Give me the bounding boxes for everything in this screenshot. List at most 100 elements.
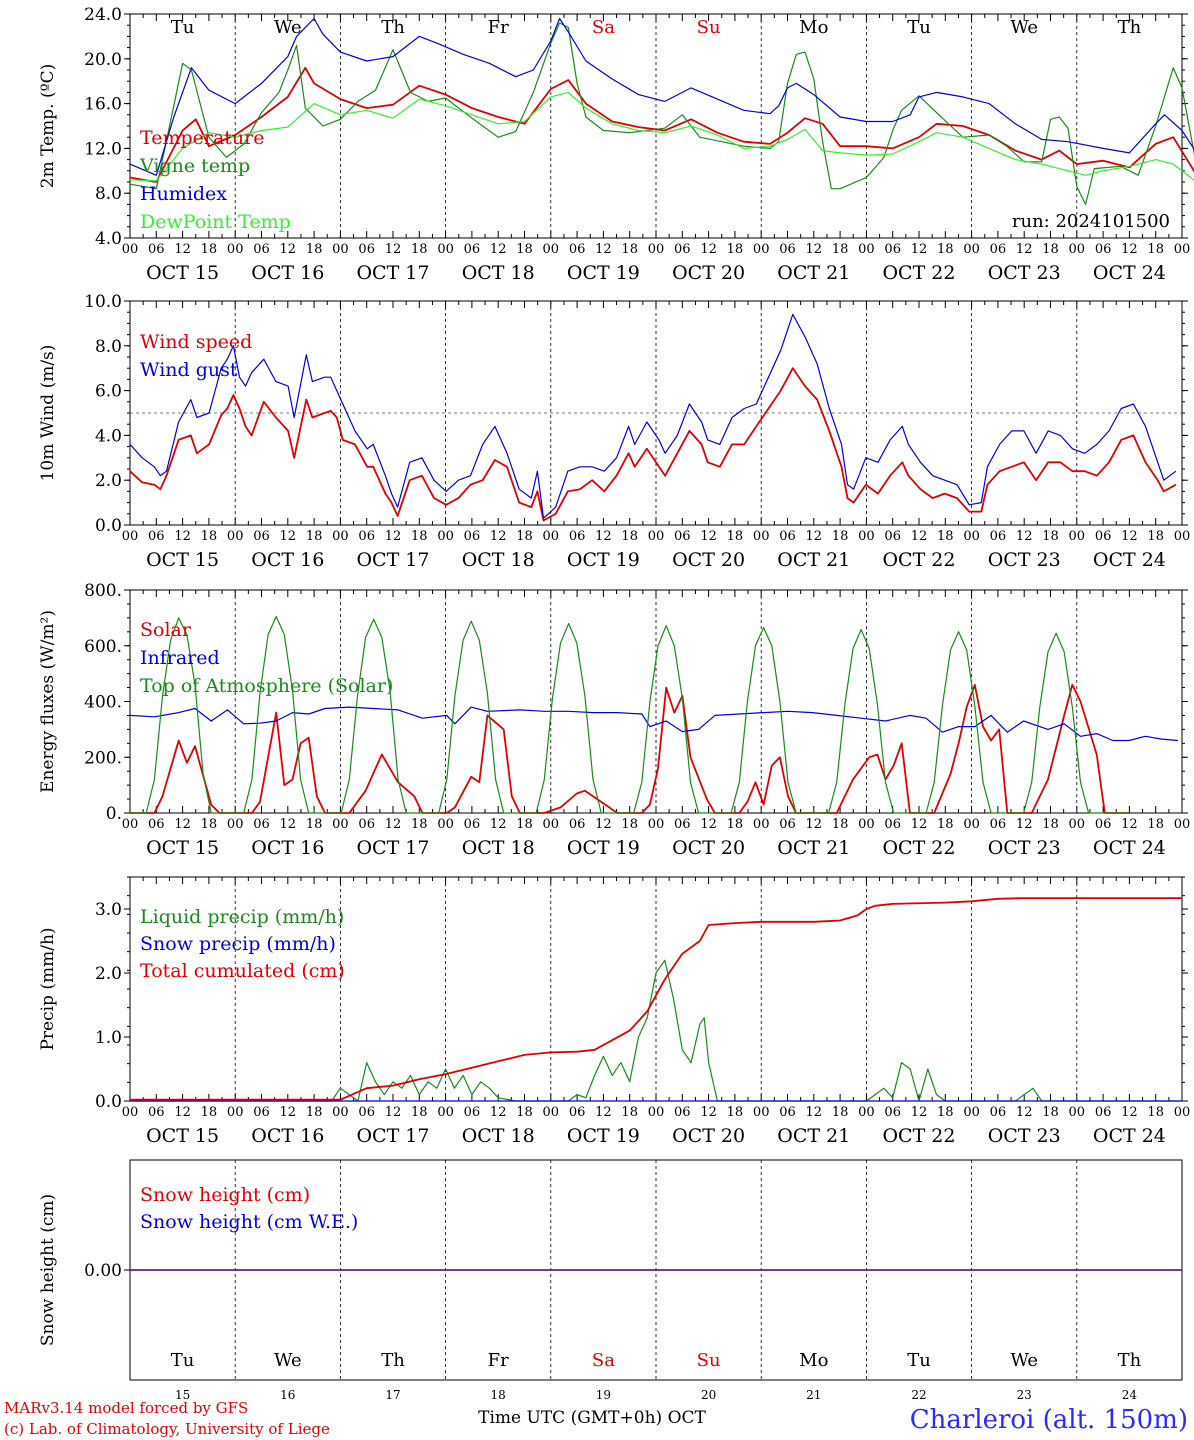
- hour-tick-label: 00: [543, 817, 560, 832]
- hour-tick-label: 12: [490, 1105, 507, 1120]
- day-number-label: 15: [175, 1388, 190, 1402]
- hour-tick-label: 12: [1121, 817, 1138, 832]
- day-number-label: 21: [806, 1388, 821, 1402]
- hour-tick-label: 18: [411, 1105, 428, 1120]
- date-label: OCT 17: [356, 549, 429, 571]
- hour-tick-label: 12: [174, 242, 191, 257]
- hour-tick-label: 00: [753, 529, 770, 544]
- lab-credit: (c) Lab. of Climatology, University of L…: [4, 1420, 330, 1438]
- legend-entry: Total cumulated (cm): [140, 960, 345, 982]
- hour-tick-label: 12: [595, 817, 612, 832]
- y-tick-label: 4.0: [95, 426, 122, 446]
- hour-tick-label: 06: [884, 1105, 901, 1120]
- y-tick-label: 0.: [106, 804, 122, 824]
- y-tick-label: 200.: [84, 748, 122, 768]
- hour-tick-label: 06: [884, 817, 901, 832]
- hour-tick-label: 12: [1016, 242, 1033, 257]
- day-number-label: 23: [1017, 1388, 1032, 1402]
- weekday-label: Fr: [488, 1350, 509, 1371]
- legend-entry: DewPoint Temp: [140, 211, 291, 233]
- hour-tick-label: 18: [727, 242, 744, 257]
- hour-tick-label: 06: [674, 1105, 691, 1120]
- hour-tick-label: 00: [437, 242, 454, 257]
- hour-tick-label: 06: [1095, 529, 1112, 544]
- y-tick-label: 0.00: [84, 1261, 122, 1281]
- legend-entry: Temperature: [140, 127, 264, 149]
- hour-tick-label: 06: [569, 817, 586, 832]
- y-axis-title: 10m Wind (m/s): [38, 345, 58, 482]
- date-label: OCT 22: [882, 1125, 955, 1147]
- weekday-label: We: [1010, 1350, 1038, 1371]
- hour-tick-label: 00: [227, 817, 244, 832]
- hour-tick-label: 12: [1121, 1105, 1138, 1120]
- hour-tick-label: 00: [122, 242, 139, 257]
- weekday-label: Th: [1118, 17, 1142, 38]
- hour-tick-label: 12: [1121, 529, 1138, 544]
- hour-tick-label: 06: [1095, 817, 1112, 832]
- y-tick-label: 3.0: [95, 900, 122, 920]
- hour-tick-label: 00: [332, 242, 349, 257]
- hour-tick-label: 06: [464, 1105, 481, 1120]
- hour-tick-label: 06: [779, 529, 796, 544]
- hour-tick-label: 12: [911, 529, 928, 544]
- hour-tick-label: 06: [990, 1105, 1007, 1120]
- time-axis-label: Time UTC (GMT+0h) OCT: [478, 1408, 706, 1428]
- hour-tick-label: 18: [621, 529, 638, 544]
- y-tick-label: 0.0: [95, 516, 122, 536]
- plot-frame: [129, 13, 1183, 239]
- date-label: OCT 24: [1093, 1125, 1166, 1147]
- weekday-label: Tu: [907, 1350, 931, 1371]
- hour-tick-label: 00: [332, 529, 349, 544]
- hour-tick-label: 00: [332, 1105, 349, 1120]
- y-tick-label: 4.0: [95, 229, 122, 249]
- hour-tick-label: 12: [385, 1105, 402, 1120]
- hour-tick-label: 18: [516, 1105, 533, 1120]
- hour-tick-label: 18: [621, 1105, 638, 1120]
- legend-entry: Top of Atmosphere (Solar): [140, 675, 393, 697]
- date-label: OCT 23: [988, 837, 1061, 859]
- date-label: OCT 15: [146, 262, 219, 284]
- hour-tick-label: 18: [1147, 817, 1164, 832]
- hour-tick-label: 18: [1042, 242, 1059, 257]
- hour-tick-label: 00: [1069, 242, 1086, 257]
- hour-tick-label: 12: [490, 242, 507, 257]
- hour-tick-label: 12: [490, 817, 507, 832]
- hour-tick-label: 00: [437, 1105, 454, 1120]
- date-label: OCT 16: [251, 262, 324, 284]
- hour-tick-label: 00: [1174, 817, 1191, 832]
- hour-tick-label: 00: [227, 529, 244, 544]
- hour-tick-label: 06: [884, 529, 901, 544]
- hour-tick-label: 00: [543, 1105, 560, 1120]
- hour-tick-label: 06: [990, 817, 1007, 832]
- legend-entry: Wind speed: [140, 331, 252, 353]
- hour-tick-label: 18: [411, 529, 428, 544]
- date-label: OCT 18: [462, 549, 535, 571]
- hour-tick-label: 18: [201, 529, 218, 544]
- series-line: [129, 706, 1178, 742]
- hour-tick-label: 00: [858, 817, 875, 832]
- hour-tick-label: 12: [280, 242, 297, 257]
- y-axis-title: Snow height (cm): [38, 1194, 58, 1346]
- hour-tick-label: 12: [700, 817, 717, 832]
- hour-tick-label: 00: [858, 529, 875, 544]
- y-tick-label: 16.0: [84, 95, 122, 115]
- hour-tick-label: 12: [911, 242, 928, 257]
- hour-tick-label: 18: [937, 529, 954, 544]
- hour-tick-label: 12: [911, 817, 928, 832]
- y-tick-label: 800.: [84, 581, 122, 601]
- date-label: OCT 16: [251, 549, 324, 571]
- y-axis-title: Precip (mm/h): [38, 927, 58, 1050]
- hour-tick-label: 00: [543, 242, 560, 257]
- date-label: OCT 19: [567, 1125, 640, 1147]
- legend-entry: Vigne temp: [139, 155, 250, 177]
- hour-tick-label: 00: [648, 1105, 665, 1120]
- hour-tick-label: 12: [595, 1105, 612, 1120]
- hour-tick-label: 00: [963, 242, 980, 257]
- hour-tick-label: 12: [806, 529, 823, 544]
- y-tick-label: 8.0: [95, 337, 122, 357]
- date-label: OCT 17: [356, 837, 429, 859]
- y-tick-label: 12.0: [84, 139, 122, 159]
- hour-tick-label: 00: [543, 529, 560, 544]
- date-label: OCT 15: [146, 837, 219, 859]
- hour-tick-label: 12: [280, 1105, 297, 1120]
